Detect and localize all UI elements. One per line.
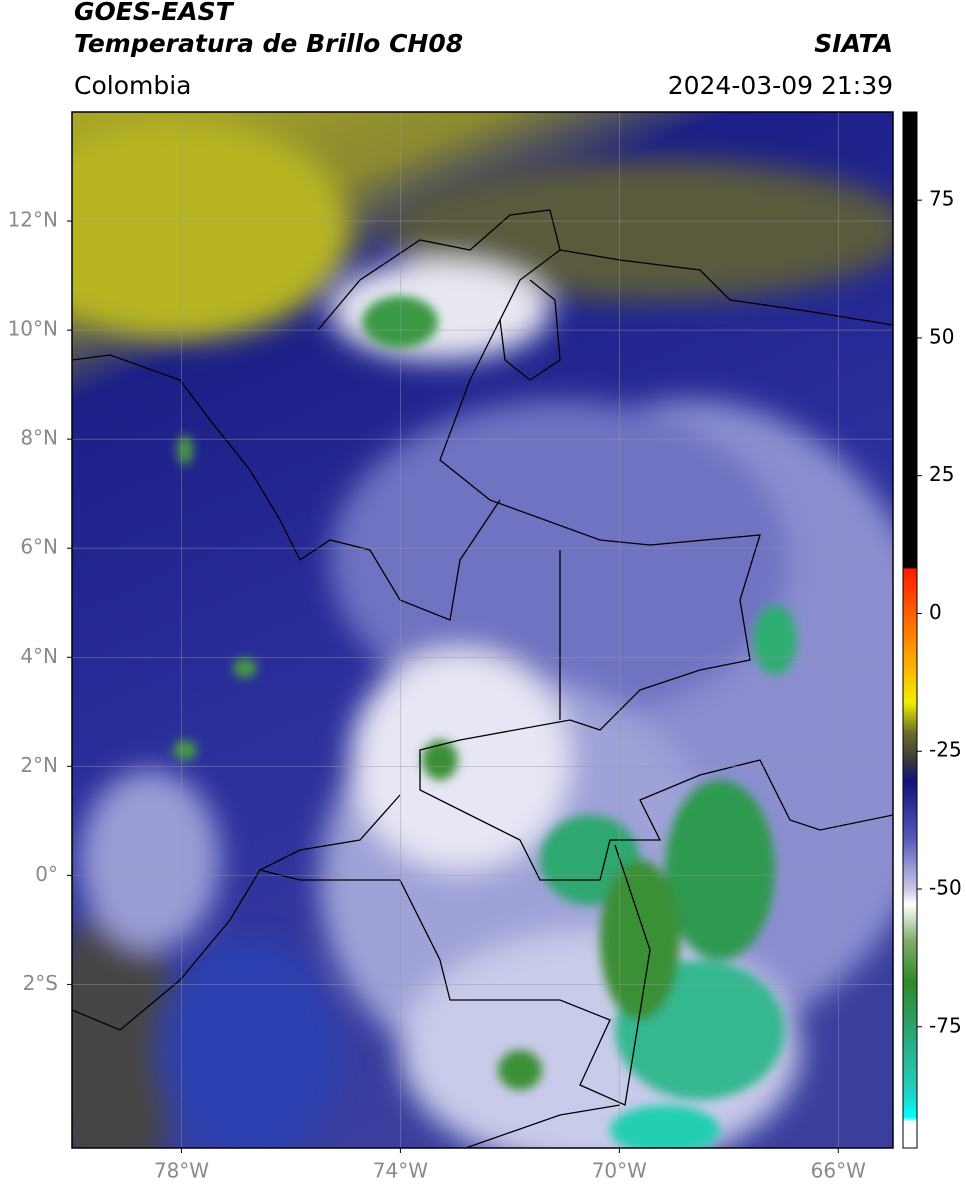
colorbar-label: -25 xyxy=(929,738,962,762)
colorbar-label: -50 xyxy=(929,876,962,900)
colorbar xyxy=(902,111,918,1149)
colorbar-label: 75 xyxy=(929,187,954,211)
title: GOES-EAST xyxy=(74,0,235,26)
colorbar-label: 50 xyxy=(929,324,954,348)
lat-label: 8°N xyxy=(20,426,58,450)
satellite-image xyxy=(72,112,893,1148)
colorbar-label: 0 xyxy=(929,600,942,624)
lat-label: 2°S xyxy=(23,971,58,995)
colorbar-label: 25 xyxy=(929,462,954,486)
lon-label: 70°W xyxy=(592,1159,647,1183)
lat-label: 0° xyxy=(35,862,58,886)
lon-label: 74°W xyxy=(373,1159,428,1183)
lat-label: 6°N xyxy=(20,535,58,559)
graticule xyxy=(72,112,893,1148)
map-frame xyxy=(71,111,894,1149)
borders xyxy=(72,209,893,1148)
lat-label: 4°N xyxy=(20,644,58,668)
lat-label: 12°N xyxy=(8,208,58,232)
source: SIATA xyxy=(814,29,893,58)
lon-label: 78°W xyxy=(154,1159,209,1183)
title: Temperatura de Brillo CH08 xyxy=(74,29,463,58)
colorbar-label: -75 xyxy=(929,1013,962,1037)
datetime: 2024-03-09 21:39 xyxy=(668,71,893,100)
lon-label: 66°W xyxy=(811,1159,866,1183)
lat-label: 10°N xyxy=(8,317,58,341)
region: Colombia xyxy=(74,71,191,100)
lat-label: 2°N xyxy=(20,753,58,777)
